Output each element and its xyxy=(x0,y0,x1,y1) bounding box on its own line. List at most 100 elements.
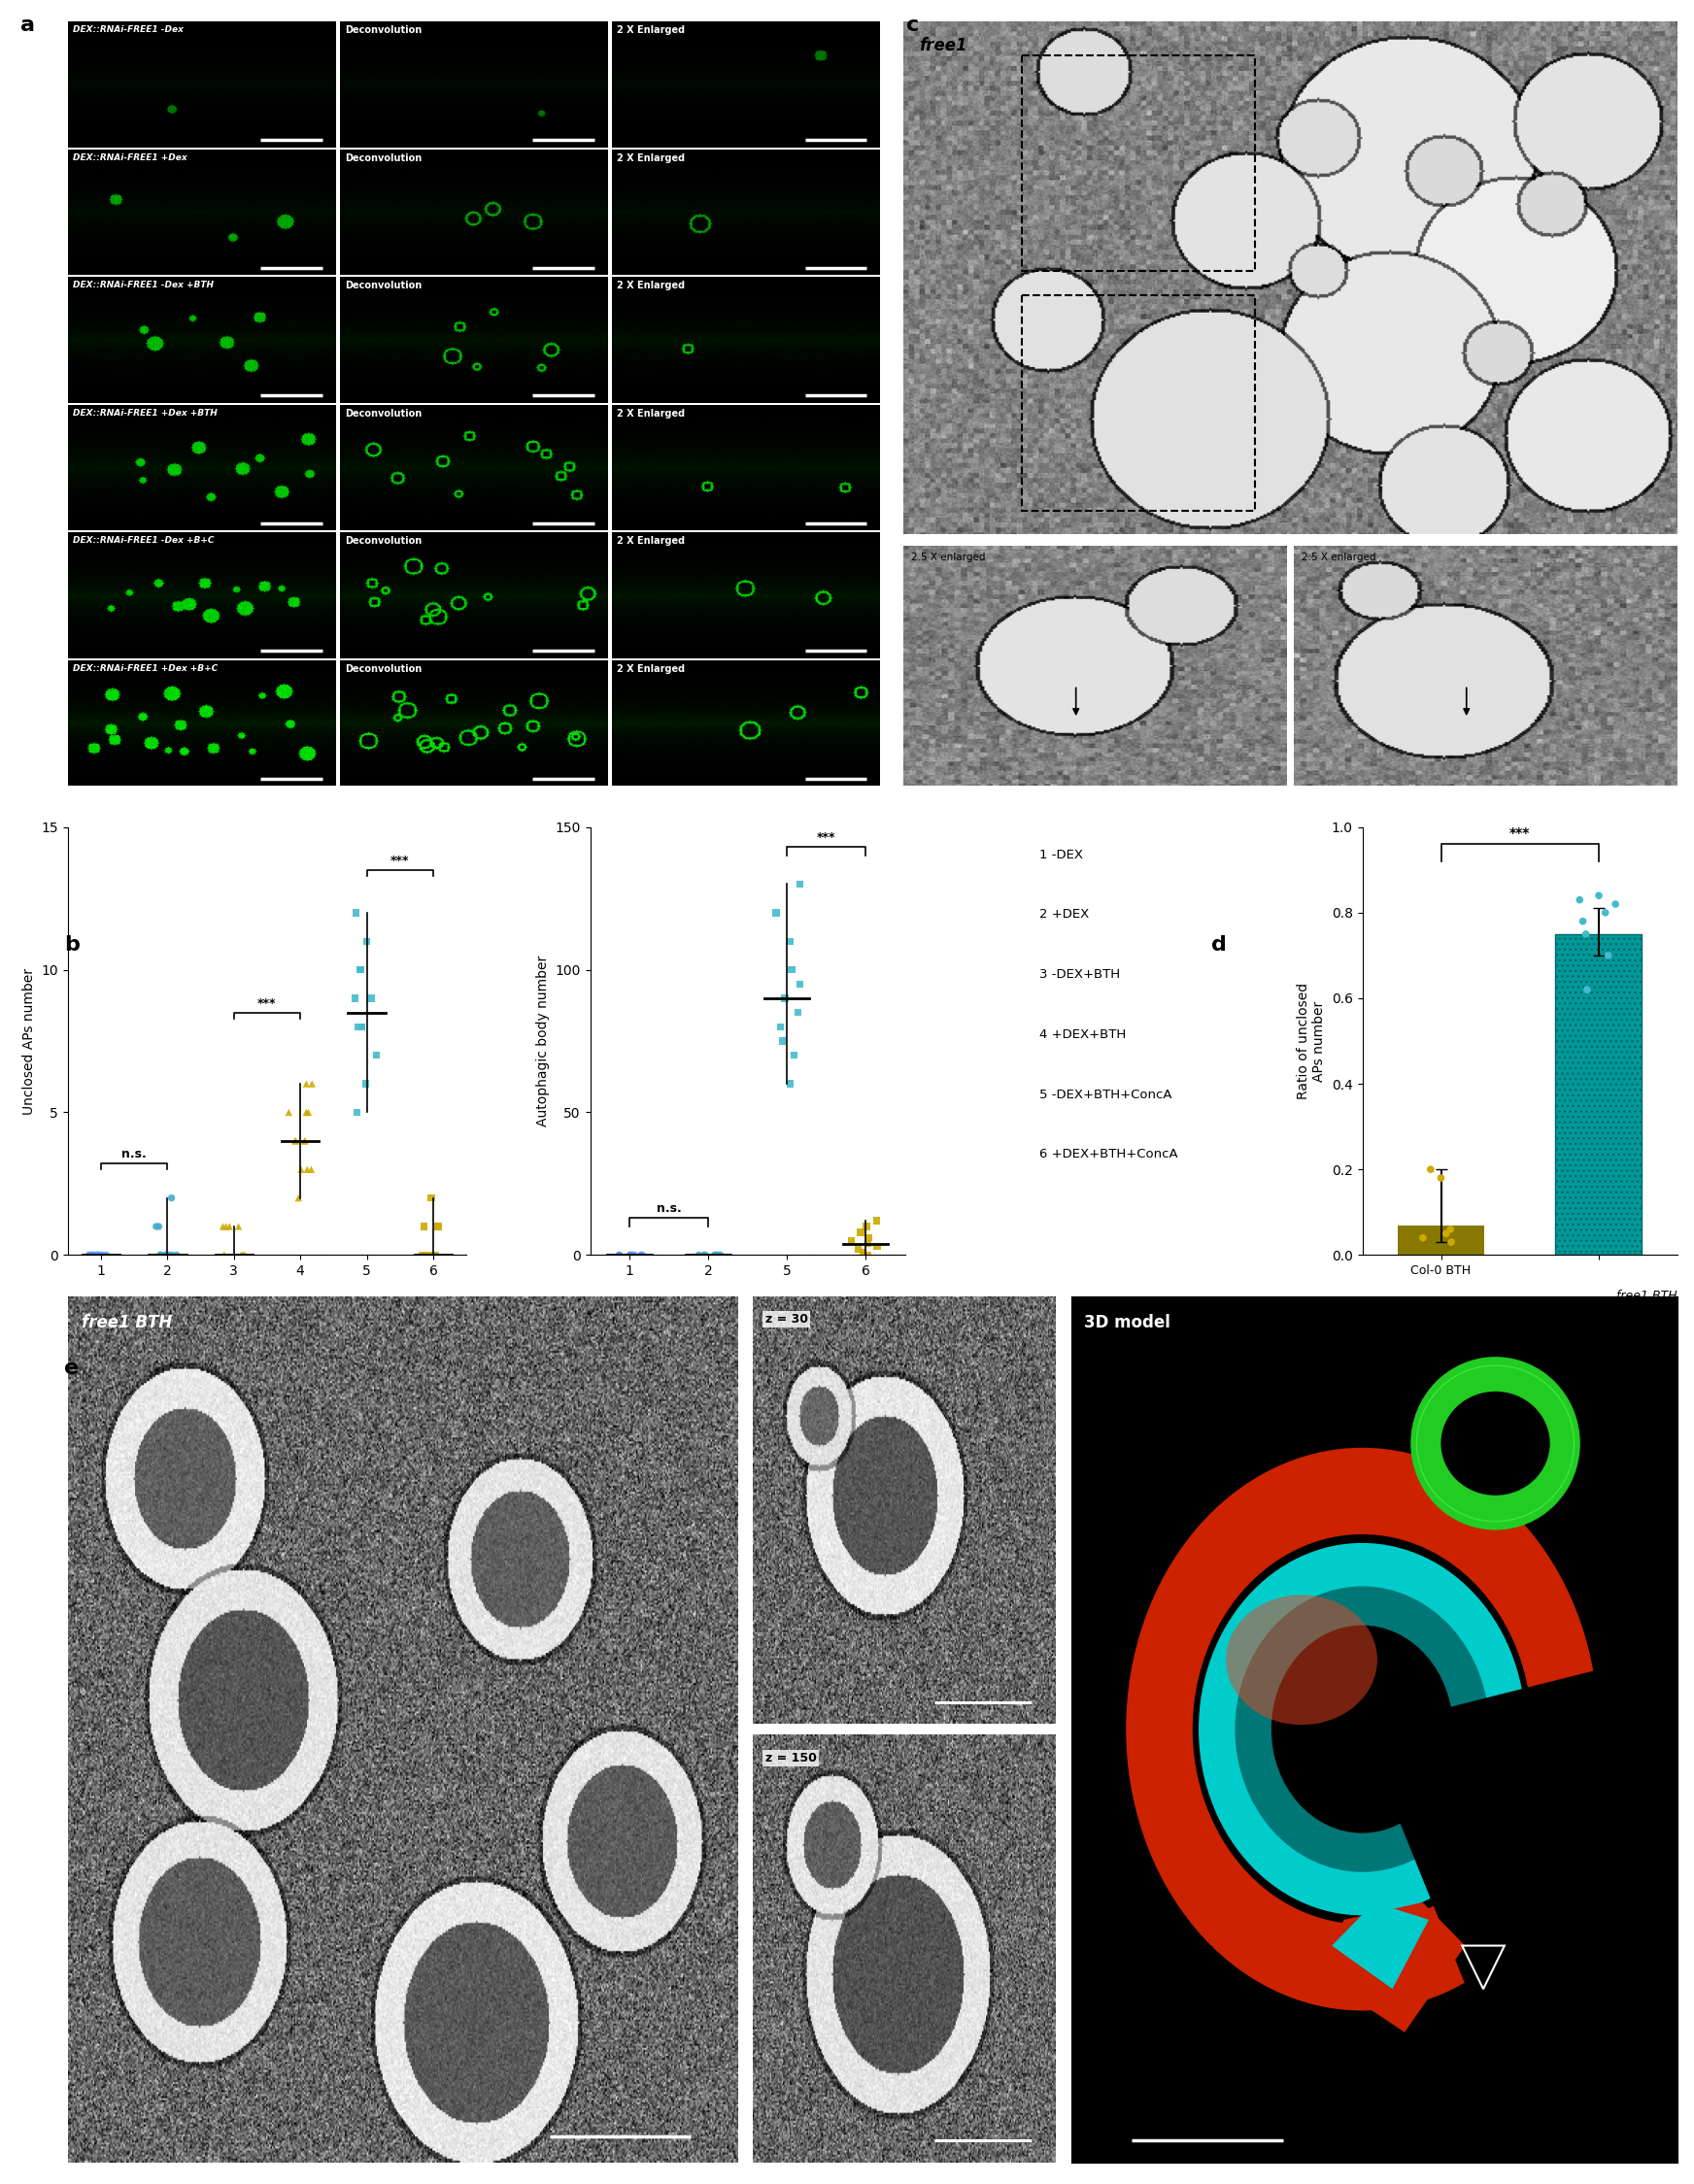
Point xyxy=(847,1214,874,1249)
Text: 2 X Enlarged: 2 X Enlarged xyxy=(617,26,686,35)
Point xyxy=(771,981,798,1016)
Point xyxy=(274,1094,302,1129)
Text: Deconvolution: Deconvolution xyxy=(346,153,422,164)
Text: c: c xyxy=(906,15,920,35)
Ellipse shape xyxy=(1132,1463,1587,2001)
Polygon shape xyxy=(1331,1902,1428,1990)
Ellipse shape xyxy=(1135,1461,1589,1998)
Point xyxy=(706,1238,734,1273)
Point xyxy=(412,1238,439,1273)
Text: Deconvolution: Deconvolution xyxy=(346,26,422,35)
Text: free1 BTH: free1 BTH xyxy=(81,1313,171,1330)
Point xyxy=(347,952,374,987)
Point xyxy=(293,1151,320,1186)
Text: a: a xyxy=(20,15,36,35)
Text: ***: *** xyxy=(391,854,410,867)
Point xyxy=(298,1066,325,1101)
Ellipse shape xyxy=(1442,1391,1550,1496)
Point xyxy=(1409,1221,1437,1256)
Point xyxy=(142,1210,169,1245)
Point xyxy=(210,1238,237,1273)
Text: n.s.: n.s. xyxy=(656,1203,681,1214)
Point xyxy=(83,1238,110,1273)
Point xyxy=(147,1238,174,1273)
Point xyxy=(285,1182,312,1216)
Point xyxy=(703,1238,730,1273)
Polygon shape xyxy=(1315,1902,1465,2033)
Text: 3 -DEX+BTH: 3 -DEX+BTH xyxy=(1038,968,1120,981)
Point xyxy=(80,1238,107,1273)
Point xyxy=(862,1203,889,1238)
Point xyxy=(146,1210,173,1245)
Ellipse shape xyxy=(1133,1463,1587,1998)
Point xyxy=(778,924,805,959)
Text: 2 X Enlarged: 2 X Enlarged xyxy=(617,282,686,290)
Ellipse shape xyxy=(1127,1448,1599,2011)
Point xyxy=(422,1238,449,1273)
Wedge shape xyxy=(1362,1666,1616,2044)
Text: Deconvolution: Deconvolution xyxy=(346,282,422,290)
Bar xyxy=(1398,1225,1484,1256)
Point xyxy=(424,1210,451,1245)
Point xyxy=(291,1123,318,1158)
Point xyxy=(363,1037,390,1072)
Point xyxy=(147,1238,174,1273)
Point xyxy=(152,1238,180,1273)
Point xyxy=(349,1009,376,1044)
Point xyxy=(293,1066,320,1101)
Point xyxy=(210,1210,237,1245)
Point xyxy=(1428,1160,1455,1195)
Text: Deconvolution: Deconvolution xyxy=(346,408,422,419)
Ellipse shape xyxy=(1135,1461,1589,1998)
Text: Deconvolution: Deconvolution xyxy=(346,537,422,546)
Point xyxy=(1592,895,1619,930)
Point xyxy=(83,1238,110,1273)
Point xyxy=(425,1210,452,1245)
Point xyxy=(229,1238,256,1273)
Point xyxy=(230,1238,257,1273)
Point xyxy=(229,1238,256,1273)
Text: DEX::RNAi-FREE1 -Dex: DEX::RNAi-FREE1 -Dex xyxy=(73,26,183,35)
Point xyxy=(701,1238,728,1273)
Text: 6 +DEX+BTH+ConcA: 6 +DEX+BTH+ConcA xyxy=(1038,1149,1177,1160)
Text: DEX::RNAi-FREE1 -Dex +B+C: DEX::RNAi-FREE1 -Dex +B+C xyxy=(73,537,215,546)
Text: ***: *** xyxy=(257,998,276,1009)
Point xyxy=(158,1238,185,1273)
Point xyxy=(618,1238,645,1273)
Point xyxy=(855,1221,883,1256)
Text: 2 X Enlarged: 2 X Enlarged xyxy=(617,153,686,164)
Text: d: d xyxy=(1211,935,1226,954)
Point xyxy=(422,1238,449,1273)
Point xyxy=(701,1238,728,1273)
Point xyxy=(408,1238,435,1273)
Point xyxy=(232,1238,259,1273)
Text: b: b xyxy=(64,935,80,954)
Point xyxy=(352,1066,379,1101)
Bar xyxy=(1021,57,1255,271)
Ellipse shape xyxy=(1133,1461,1587,1998)
Point xyxy=(1603,887,1630,922)
Text: ***: *** xyxy=(1509,826,1530,841)
Point xyxy=(1437,1212,1464,1247)
Point xyxy=(357,981,385,1016)
Point xyxy=(344,1009,371,1044)
Y-axis label: Autophagic body number: Autophagic body number xyxy=(535,954,551,1127)
Text: DEX::RNAi-FREE1 +Dex: DEX::RNAi-FREE1 +Dex xyxy=(73,153,188,162)
Point xyxy=(349,1009,376,1044)
Point xyxy=(854,1225,881,1260)
Point xyxy=(1418,1151,1445,1186)
Text: z = 150: z = 150 xyxy=(766,1752,817,1765)
Text: free1: free1 xyxy=(920,37,967,55)
Y-axis label: Ratio of unclosed
APs number: Ratio of unclosed APs number xyxy=(1298,983,1326,1099)
Point xyxy=(344,1094,371,1129)
Ellipse shape xyxy=(1235,1586,1489,1872)
Ellipse shape xyxy=(1135,1461,1589,1998)
Bar xyxy=(1555,935,1641,1256)
Point xyxy=(210,1238,237,1273)
Point xyxy=(418,1238,446,1273)
Point xyxy=(784,996,811,1031)
Text: n.s.: n.s. xyxy=(122,1149,147,1162)
Ellipse shape xyxy=(1133,1461,1587,1998)
Point xyxy=(781,1037,808,1072)
Point xyxy=(767,1009,794,1044)
